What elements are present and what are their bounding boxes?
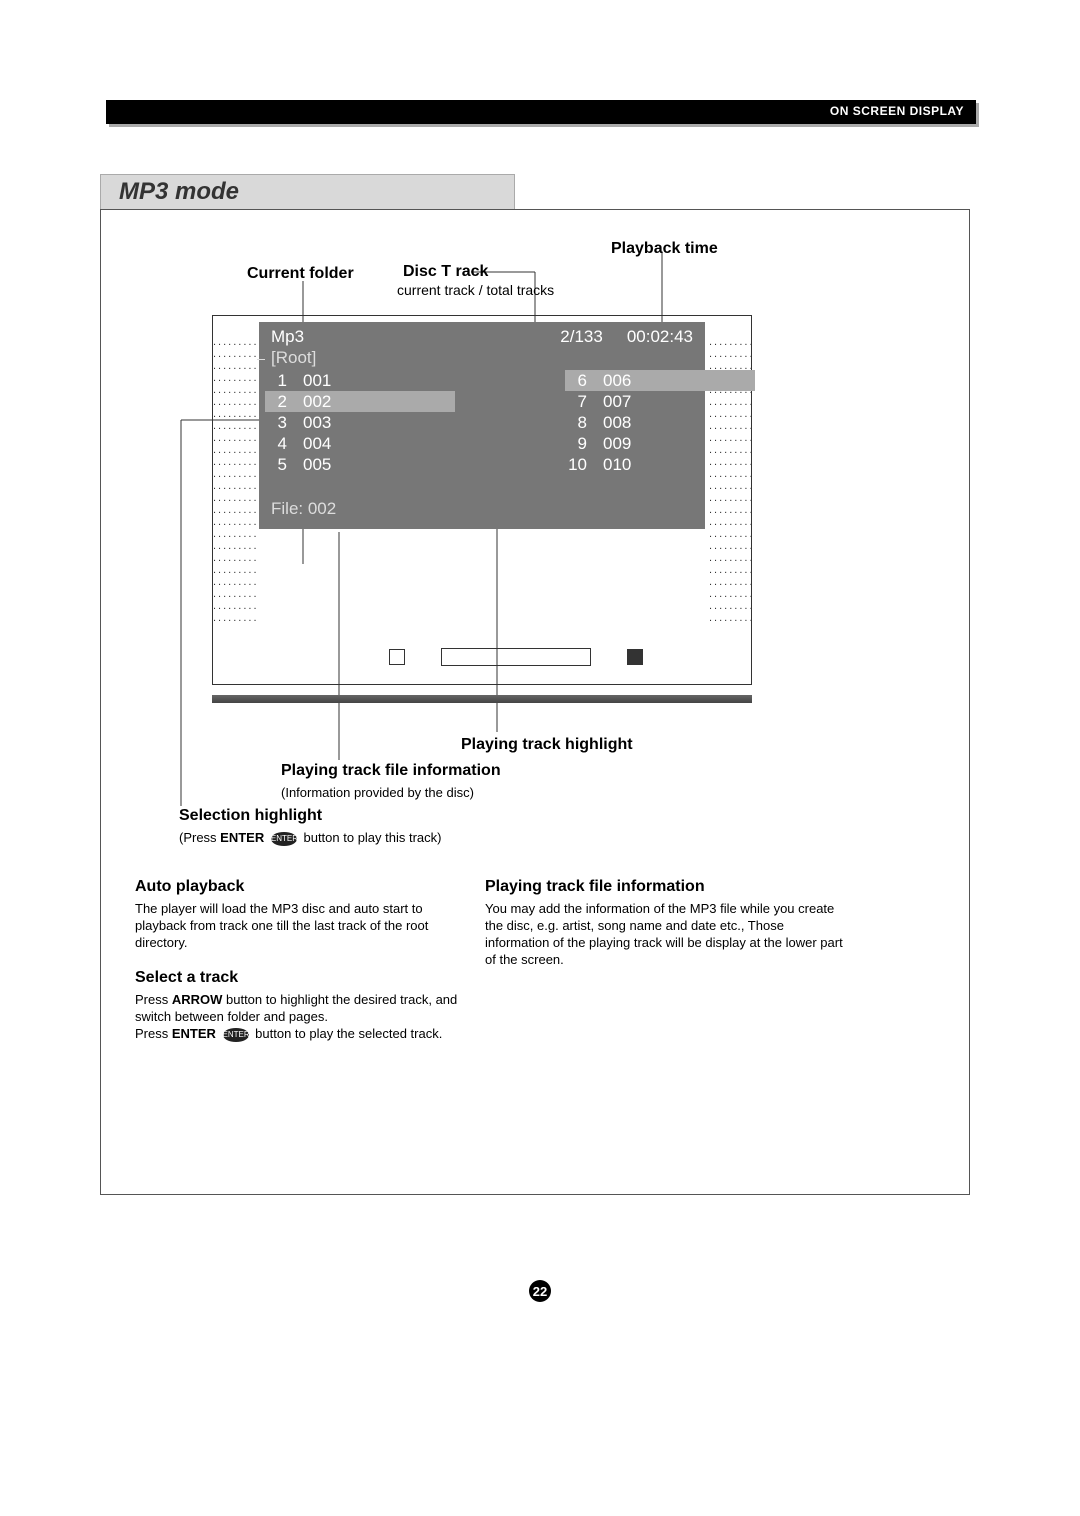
osd-col-left: 10012002300340045005 bbox=[267, 370, 455, 475]
enter-icon: ENTER bbox=[271, 832, 297, 846]
label-playing-track-highlight: Playing track highlight bbox=[461, 736, 761, 754]
osd-panel: Mp3 2/133 00:02:43 [Root] 10012002300340… bbox=[259, 322, 705, 529]
osd-icon-long-rect bbox=[441, 648, 591, 666]
track-number: 4 bbox=[267, 434, 287, 454]
osd-col-right: 6 006 7 007 8 008 9 009 10 010 bbox=[567, 370, 755, 475]
osd-underbar bbox=[212, 695, 752, 703]
bold-enter: ENTER bbox=[220, 830, 264, 845]
enter-icon: ENTER bbox=[223, 1028, 249, 1042]
txt: button to play the selected track. bbox=[255, 1026, 442, 1041]
track-name: 003 bbox=[303, 413, 331, 433]
bold-arrow: ARROW bbox=[172, 992, 223, 1007]
osd-icon-filled-square bbox=[627, 649, 643, 665]
label-playback-time: Playback time bbox=[611, 240, 718, 258]
track-number: 1 bbox=[267, 371, 287, 391]
track-name: 004 bbox=[303, 434, 331, 454]
page-number: 22 bbox=[529, 1280, 551, 1302]
section-title: MP3 mode bbox=[119, 178, 239, 206]
track-row: 4 004 bbox=[267, 433, 455, 454]
track-number: 2 bbox=[267, 392, 287, 412]
osd-topline: Mp3 2/133 00:02:43 bbox=[259, 322, 705, 347]
label-ptfi-head: Playing track file information bbox=[281, 762, 681, 780]
track-row: 5 005 bbox=[267, 454, 455, 475]
track-number: 10 bbox=[567, 455, 587, 475]
track-row: 2002 bbox=[265, 391, 455, 412]
osd-header-label: ON SCREEN DISPLAY bbox=[830, 104, 964, 118]
osd-icon-small-square bbox=[389, 649, 405, 665]
track-number: 5 bbox=[267, 455, 287, 475]
osd-track-ratio: 2/133 bbox=[560, 327, 603, 347]
track-number: 8 bbox=[567, 413, 587, 433]
auto-playback-body: The player will load the MP3 disc and au… bbox=[135, 900, 470, 951]
file-info-head: Playing track file information bbox=[485, 878, 845, 896]
header-bar: ON SCREEN DISPLAY bbox=[106, 100, 976, 124]
label-ptfi-sub: (Information provided by the disc) bbox=[281, 784, 681, 801]
track-row: 7 007 bbox=[567, 391, 755, 412]
page-number-circle: 22 bbox=[529, 1280, 551, 1302]
track-name: 001 bbox=[303, 371, 331, 391]
txt: Press bbox=[135, 992, 172, 1007]
auto-playback-head: Auto playback bbox=[135, 878, 470, 896]
osd-time: 00:02:43 bbox=[627, 327, 693, 347]
txt: (Press bbox=[179, 830, 220, 845]
track-row: 10 010 bbox=[567, 454, 755, 475]
content-frame: Playback time Current folder Disc T rack… bbox=[100, 209, 970, 1195]
track-name: 009 bbox=[603, 434, 631, 454]
sel-hl-head: Selection highlight bbox=[179, 807, 579, 825]
track-row: 1 001 bbox=[267, 370, 455, 391]
txt: button to play this track) bbox=[303, 830, 441, 845]
label-disc-track: Disc T rack bbox=[403, 263, 488, 281]
track-row: 6 006 bbox=[565, 370, 755, 391]
bold-enter: ENTER bbox=[172, 1026, 216, 1041]
osd-columns: 10012002300340045005 6006700780089009100… bbox=[259, 370, 705, 475]
label-playing-track-file-info: Playing track file information (Informat… bbox=[281, 762, 681, 801]
track-name: 005 bbox=[303, 455, 331, 475]
track-name: 002 bbox=[303, 392, 331, 412]
txt: Press bbox=[135, 1026, 172, 1041]
track-row: 9 009 bbox=[567, 433, 755, 454]
file-info-body: You may add the information of the MP3 f… bbox=[485, 900, 845, 968]
sel-hl-sub: (Press ENTER ENTER button to play this t… bbox=[179, 829, 579, 846]
select-track-head: Select a track bbox=[135, 969, 470, 987]
track-number: 6 bbox=[567, 371, 587, 391]
page: ON SCREEN DISPLAY MP3 mode Playback bbox=[100, 100, 980, 1195]
osd-icon-row bbox=[389, 648, 643, 666]
osd-mode: Mp3 bbox=[271, 327, 304, 347]
section-title-bar: MP3 mode bbox=[100, 174, 515, 210]
track-name: 007 bbox=[603, 392, 631, 412]
select-track-body2: Press ENTER ENTER button to play the sel… bbox=[135, 1025, 470, 1042]
label-current-folder: Current folder bbox=[247, 265, 354, 283]
track-number: 7 bbox=[567, 392, 587, 412]
track-row: 8 008 bbox=[567, 412, 755, 433]
track-row: 3 003 bbox=[267, 412, 455, 433]
select-track-body1: Press ARROW button to highlight the desi… bbox=[135, 991, 470, 1025]
track-name: 010 bbox=[603, 455, 631, 475]
osd-file-info: File: 002 bbox=[271, 499, 336, 519]
track-name: 006 bbox=[603, 371, 631, 391]
label-disc-track-sub: current track / total tracks bbox=[397, 282, 554, 298]
left-text-column: Auto playback The player will load the M… bbox=[135, 878, 470, 1042]
track-number: 9 bbox=[567, 434, 587, 454]
label-selection-highlight: Selection highlight (Press ENTER ENTER b… bbox=[179, 807, 579, 846]
track-name: 008 bbox=[603, 413, 631, 433]
osd-folder: [Root] bbox=[259, 347, 705, 370]
right-text-column: Playing track file information You may a… bbox=[485, 878, 845, 968]
track-number: 3 bbox=[267, 413, 287, 433]
